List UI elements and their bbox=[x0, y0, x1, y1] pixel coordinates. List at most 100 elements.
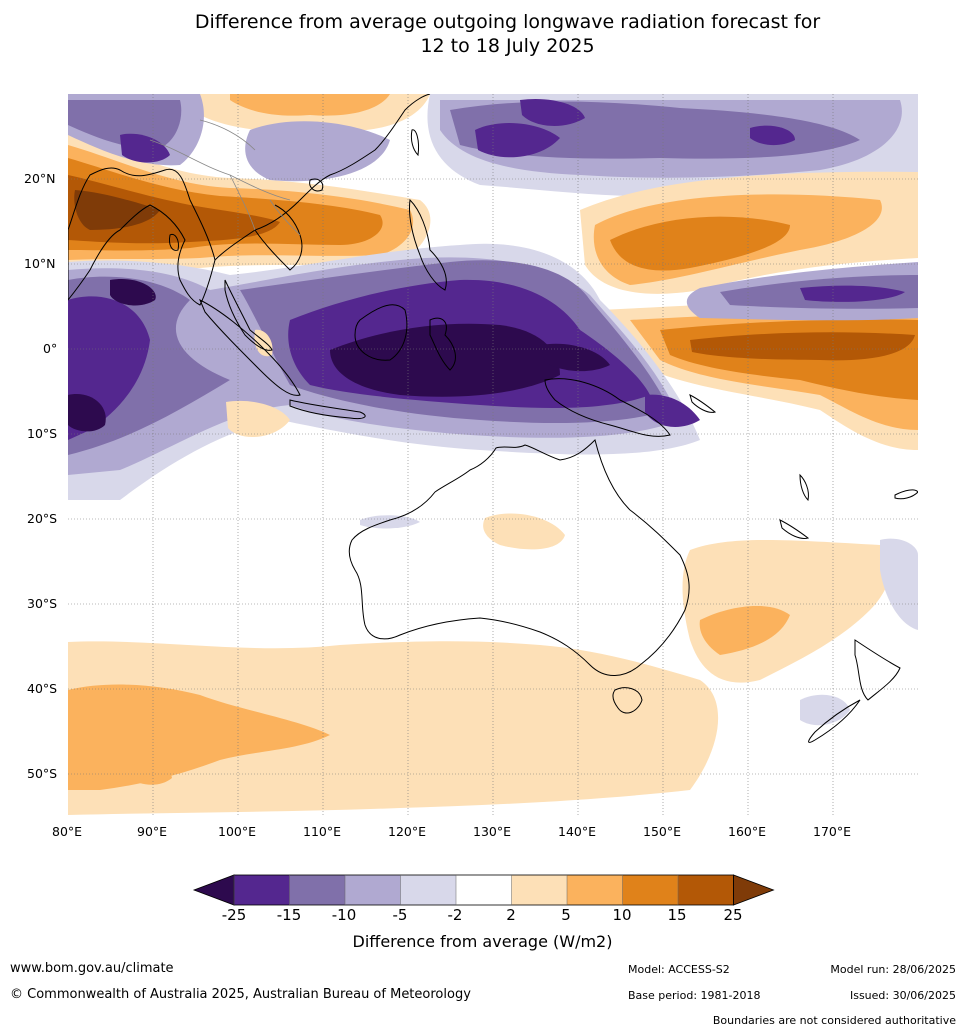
issued-date: Issued: 30/06/2025 bbox=[849, 989, 956, 1002]
new-zealand-coastline bbox=[808, 699, 861, 743]
colorbar-segment bbox=[456, 875, 512, 905]
positive-anomaly-region bbox=[699, 605, 790, 655]
fiji-coastline bbox=[894, 489, 918, 500]
positive-anomaly-region bbox=[74, 190, 160, 230]
negative-anomaly-region bbox=[800, 285, 905, 302]
malaysia-coastline bbox=[224, 279, 273, 351]
colorbar-tick-label: -15 bbox=[276, 906, 302, 924]
colorbar-tick-label: 10 bbox=[612, 906, 632, 924]
lon-tick-label: 110°E bbox=[303, 824, 342, 839]
hainan-coastline bbox=[309, 178, 324, 192]
lon-tick-label: 170°E bbox=[813, 824, 852, 839]
positive-anomaly-region bbox=[226, 400, 290, 438]
colorbar-tick-label: -25 bbox=[221, 906, 247, 924]
base-period: Base period: 1981-2018 bbox=[628, 989, 761, 1002]
negative-anomaly-region bbox=[68, 394, 106, 432]
negative-anomaly-region bbox=[475, 123, 560, 158]
boundaries-disclaimer: Boundaries are not considered authoritat… bbox=[712, 1014, 956, 1027]
lon-tick-label: 150°E bbox=[643, 824, 682, 839]
negative-anomaly-region bbox=[750, 125, 795, 146]
indochina-coastline bbox=[254, 204, 303, 271]
colorbar-segment bbox=[400, 875, 456, 905]
lon-tick-label: 100°E bbox=[218, 824, 257, 839]
colorbar-extend-low bbox=[192, 874, 235, 906]
philippines-coastline bbox=[409, 198, 447, 291]
colorbar-segment bbox=[567, 875, 623, 905]
colorbar-tick-label: -5 bbox=[392, 906, 408, 924]
positive-anomaly-region bbox=[68, 684, 330, 790]
negative-anomaly-region bbox=[645, 394, 700, 427]
colorbar-segment bbox=[345, 875, 401, 905]
lon-tick-label: 90°E bbox=[137, 824, 168, 839]
country-borders bbox=[149, 119, 301, 236]
colorbar-tick-label: 2 bbox=[506, 906, 516, 924]
colorbar bbox=[192, 874, 775, 906]
negative-anomaly-region bbox=[800, 694, 850, 726]
negative-anomaly-region bbox=[110, 279, 156, 306]
copyright-text: © Commonwealth of Australia 2025, Austra… bbox=[10, 987, 471, 1002]
positive-anomaly-region bbox=[610, 216, 790, 271]
graticule bbox=[68, 94, 918, 816]
borneo-coastline bbox=[354, 304, 408, 361]
asia-coastline bbox=[68, 167, 216, 306]
positive-anomaly-region bbox=[254, 329, 273, 357]
positive-anomaly-region bbox=[230, 94, 390, 116]
australia-coastline bbox=[348, 439, 690, 676]
website-link[interactable]: www.bom.gov.au/climate bbox=[10, 961, 174, 976]
model-run-date: Model run: 28/06/2025 bbox=[830, 963, 956, 976]
colorbar-tick-label: -10 bbox=[331, 906, 357, 924]
lon-tick-label: 120°E bbox=[388, 824, 427, 839]
lon-tick-label: 80°E bbox=[52, 824, 83, 839]
lon-tick-label: 160°E bbox=[728, 824, 767, 839]
colorbar-tick-label: 25 bbox=[723, 906, 743, 924]
lat-tick-label: 0° bbox=[43, 341, 58, 356]
sri-lanka-coastline bbox=[169, 233, 179, 251]
solomon-islands-coastline bbox=[689, 394, 717, 413]
lat-tick-label: 30°S bbox=[27, 596, 58, 611]
lat-tick-label: 50°S bbox=[27, 766, 58, 781]
colorbar-segment bbox=[511, 875, 567, 905]
negative-anomaly-region bbox=[880, 538, 918, 630]
colorbar-segment bbox=[289, 875, 345, 905]
model-name: Model: ACCESS-S2 bbox=[628, 963, 730, 976]
colorbar-title: Difference from average (W/m2) bbox=[352, 932, 613, 951]
sumatra-coastline bbox=[199, 298, 301, 396]
negative-anomaly-region bbox=[520, 98, 585, 126]
negative-anomaly-region bbox=[120, 133, 170, 163]
colorbar-segment bbox=[622, 875, 678, 905]
colorbar-tick-label: 15 bbox=[667, 906, 687, 924]
new-guinea-coastline bbox=[544, 378, 671, 437]
vanuatu-coastline bbox=[799, 473, 809, 502]
negative-anomaly-region bbox=[540, 343, 610, 372]
lat-tick-label: 20°S bbox=[27, 511, 58, 526]
negative-anomaly-region bbox=[330, 323, 560, 397]
positive-anomaly-region bbox=[483, 513, 565, 550]
map-title: Difference from average outgoing longwav… bbox=[0, 10, 965, 58]
positive-anomaly-region bbox=[68, 641, 719, 815]
lat-tick-label: 10°N bbox=[24, 256, 56, 271]
coastlines bbox=[68, 94, 918, 743]
new-caledonia-coastline bbox=[779, 519, 810, 539]
positive-anomaly-region bbox=[230, 721, 310, 743]
olr-anomaly-map bbox=[68, 94, 918, 816]
colorbar-segment bbox=[234, 875, 290, 905]
title-line-1: Difference from average outgoing longwav… bbox=[194, 11, 821, 33]
colorbar-tick-label: -2 bbox=[447, 906, 463, 924]
colorbar-segment bbox=[678, 875, 734, 905]
colorbar-extend-high bbox=[733, 874, 775, 906]
colorbar-tick-label: 5 bbox=[561, 906, 571, 924]
tasmania-coastline bbox=[612, 687, 643, 714]
positive-anomaly-region bbox=[130, 763, 172, 785]
new-zealand-coastline bbox=[854, 639, 901, 701]
taiwan-coastline bbox=[410, 129, 419, 157]
sulawesi-coastline bbox=[429, 317, 456, 371]
negative-anomaly-region bbox=[245, 121, 390, 182]
lon-tick-label: 140°E bbox=[558, 824, 597, 839]
lat-tick-label: 20°N bbox=[24, 171, 56, 186]
java-coastline bbox=[289, 399, 366, 419]
title-line-2: 12 to 18 July 2025 bbox=[420, 35, 595, 57]
anomaly-field bbox=[68, 94, 918, 815]
lat-tick-label: 10°S bbox=[27, 426, 58, 441]
lon-tick-label: 130°E bbox=[473, 824, 512, 839]
positive-anomaly-region bbox=[690, 332, 915, 361]
